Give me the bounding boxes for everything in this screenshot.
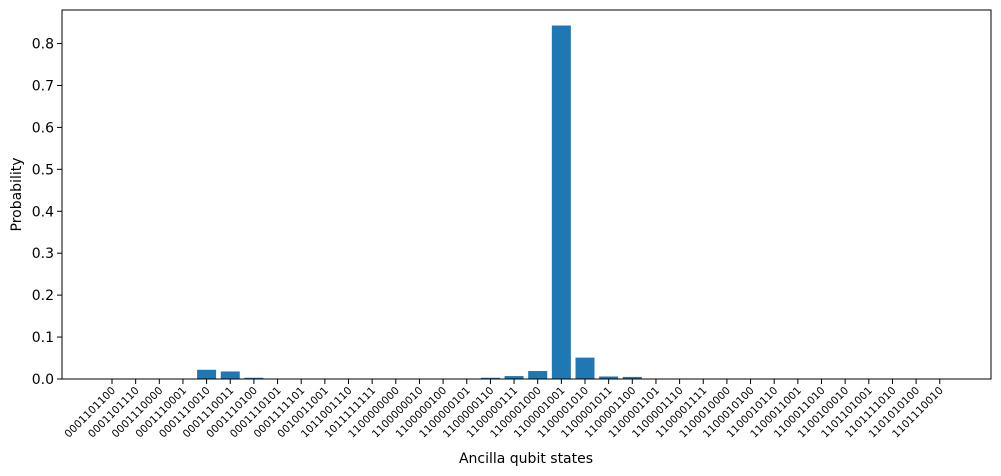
- bars-group: [102, 25, 950, 380]
- y-axis-title: Probability: [9, 157, 25, 231]
- y-tick-label: 0.2: [32, 288, 54, 304]
- bar-0001110100: [244, 377, 264, 379]
- x-axis: 0001101100000110111000011100000001110001…: [62, 379, 946, 440]
- y-tick-label: 0.5: [32, 162, 54, 178]
- bar-1100001001: [551, 25, 571, 380]
- bar-1100001100: [622, 376, 642, 379]
- y-tick-label: 0.4: [32, 204, 54, 220]
- y-tick-label: 0.3: [32, 246, 54, 262]
- bar-1100001011: [599, 376, 619, 379]
- bar-1100000111: [504, 376, 524, 379]
- bar-1100000110: [480, 377, 500, 379]
- y-tick-label: 0.7: [32, 78, 54, 94]
- bar-0001110011: [220, 371, 240, 379]
- y-tick-label: 0.0: [32, 372, 54, 388]
- y-axis: 0.0 0.1 0.2 0.3 0.4 0.5 0.6 0.7 0.8: [32, 37, 62, 388]
- y-tick-label: 0.8: [32, 37, 54, 53]
- bar-1100001010: [575, 357, 595, 379]
- x-axis-title: Ancilla qubit states: [459, 451, 593, 467]
- bar-1100001000: [528, 371, 548, 379]
- y-tick-label: 0.1: [32, 330, 54, 346]
- bar-0001110010: [197, 369, 217, 379]
- y-tick-label: 0.6: [32, 120, 54, 136]
- plot-frame: [61, 9, 992, 380]
